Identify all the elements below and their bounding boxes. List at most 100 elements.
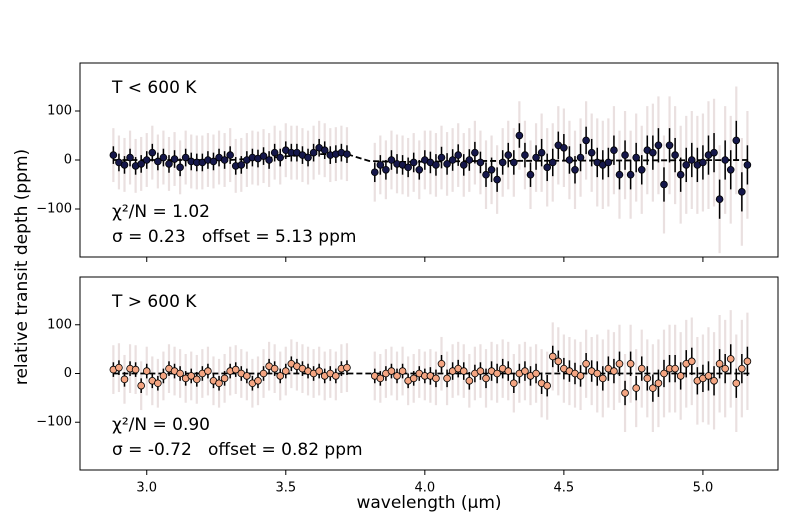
data-point (738, 364, 746, 373)
data-point (687, 156, 696, 164)
data-point (604, 158, 613, 167)
data-point (571, 165, 579, 174)
data-point (259, 152, 268, 160)
data-point (482, 170, 490, 179)
data-point (393, 372, 401, 380)
data-point (493, 369, 501, 378)
data-point (632, 153, 640, 162)
data-point (415, 165, 424, 174)
data-point (576, 153, 585, 162)
data-point (131, 365, 140, 374)
annotation: χ²/N = 1.02 (112, 202, 210, 222)
data-point (192, 375, 201, 384)
data-point (281, 367, 290, 375)
data-point (521, 367, 529, 375)
data-point (548, 158, 557, 167)
y-tick-label: 100 (47, 317, 72, 332)
data-point (726, 165, 735, 174)
data-point (660, 180, 668, 189)
data-point (120, 161, 129, 169)
data-point (543, 163, 551, 172)
data-point (176, 163, 184, 172)
panel: −100 0 100 T < 600 K χ²/N = 1.02 σ = 0.23 off… (36, 62, 779, 262)
data-point (270, 364, 279, 373)
data-point (532, 153, 540, 162)
data-point (437, 359, 446, 368)
data-point (154, 379, 162, 388)
data-point (654, 141, 663, 150)
data-point (243, 372, 251, 380)
data-point (204, 367, 212, 375)
data-point (387, 156, 396, 164)
data-point (443, 160, 451, 168)
data-point (409, 158, 418, 167)
data-point (254, 377, 262, 385)
data-point (621, 151, 629, 159)
data-point (626, 170, 635, 179)
data-point (181, 153, 190, 162)
data-point (170, 155, 179, 163)
x-tick-label: 4.5 (554, 481, 575, 496)
data-point (165, 160, 173, 168)
data-point (459, 161, 468, 169)
data-point (587, 148, 596, 157)
data-point (465, 156, 474, 164)
data-point (504, 367, 513, 375)
data-point (215, 379, 223, 388)
data-point (560, 143, 568, 152)
data-point (409, 374, 418, 383)
annotation: σ = -0.72 offset = 0.82 ppm (112, 440, 363, 460)
y-tick-label: −100 (36, 415, 72, 430)
panel: −100 0 100 3.0 3.5 4.0 4.5 5.0 T > 600 K χ²/N = 0… (36, 276, 779, 496)
data-point (437, 153, 446, 162)
y-axis-label: relative transit depth (ppm) (12, 149, 32, 385)
data-point (710, 377, 718, 385)
data-point (109, 151, 118, 159)
data-point (493, 175, 501, 184)
data-point (526, 170, 535, 179)
data-point (537, 148, 546, 157)
data-point (515, 131, 524, 140)
data-point (315, 367, 323, 375)
data-point (721, 364, 729, 373)
data-point (259, 369, 268, 378)
data-point (448, 156, 457, 164)
data-point (220, 156, 229, 164)
data-point (376, 374, 385, 383)
data-point (142, 367, 151, 375)
data-point (548, 352, 557, 361)
data-point (710, 148, 718, 157)
data-point (610, 146, 618, 155)
data-point (376, 161, 385, 169)
data-point (471, 148, 479, 157)
x-tick-label: 3.0 (136, 481, 157, 496)
data-point (543, 381, 551, 390)
data-point (626, 359, 635, 368)
annotation: σ = 0.23 offset = 5.13 ppm (112, 227, 356, 247)
data-point (159, 372, 168, 380)
data-point (615, 170, 624, 179)
data-point (187, 372, 196, 380)
data-point (270, 148, 279, 157)
data-point (615, 359, 624, 368)
data-point (148, 148, 157, 157)
data-point (671, 364, 679, 373)
data-point (582, 359, 590, 368)
data-point (682, 161, 691, 169)
data-point (159, 153, 168, 162)
x-axis-label: wavelength (μm) (356, 493, 501, 513)
data-point (676, 170, 685, 179)
data-point (226, 151, 234, 159)
data-point (643, 374, 652, 383)
data-point (343, 363, 351, 372)
data-point (576, 372, 585, 380)
data-point (721, 156, 729, 164)
data-point (320, 146, 329, 155)
y-tick-label: 100 (47, 104, 72, 119)
data-point (704, 372, 713, 380)
data-point (687, 357, 696, 366)
data-point (309, 148, 318, 157)
data-point (654, 379, 663, 388)
data-point (231, 365, 240, 374)
